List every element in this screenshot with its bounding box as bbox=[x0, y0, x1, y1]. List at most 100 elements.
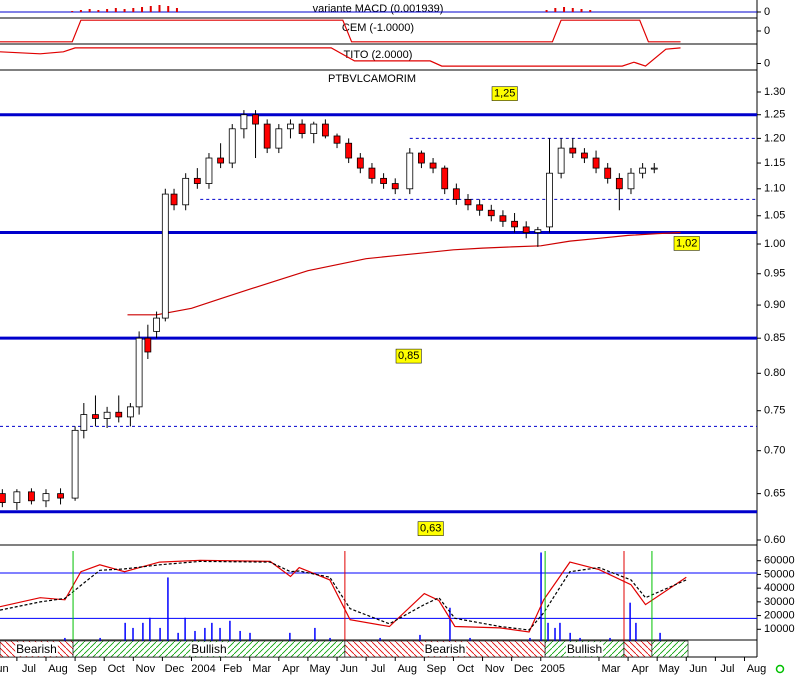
candle-body bbox=[71, 429, 79, 499]
candle-body bbox=[499, 215, 507, 222]
regime-label: Bullish bbox=[191, 642, 226, 656]
macd-bar bbox=[123, 9, 126, 12]
candle-body bbox=[252, 114, 259, 125]
candle-body bbox=[546, 172, 553, 228]
regime-label: Bullish bbox=[567, 642, 602, 656]
macd-bar bbox=[580, 9, 583, 12]
candle-body bbox=[103, 411, 111, 419]
candle-body bbox=[356, 157, 364, 169]
candle-body bbox=[368, 167, 376, 179]
macd-bar bbox=[175, 8, 178, 12]
candle-body bbox=[522, 226, 530, 233]
y-tick-label: 0 bbox=[764, 57, 770, 69]
candle-body bbox=[193, 177, 201, 184]
y-tick-label: 0.60 bbox=[764, 534, 785, 546]
macd-bar bbox=[97, 10, 100, 12]
y-tick-label: 1.05 bbox=[764, 210, 785, 222]
x-tick-label: Aug bbox=[48, 663, 68, 675]
panel-title: PTBVLCAMORIM bbox=[328, 73, 416, 85]
macd-bar bbox=[79, 10, 82, 12]
candle-body bbox=[135, 337, 143, 408]
x-tick-label: Mar bbox=[252, 663, 271, 675]
level-label-box bbox=[673, 236, 700, 251]
panel-title: TITO (2.0000) bbox=[344, 49, 413, 61]
candle-body bbox=[391, 183, 399, 190]
y-tick-label: 1.25 bbox=[764, 109, 785, 121]
y-tick-label: 0 bbox=[764, 6, 770, 18]
candle-body bbox=[92, 414, 99, 419]
regime-label-bg bbox=[15, 642, 58, 657]
candle-body bbox=[170, 193, 178, 206]
moving-average bbox=[127, 231, 681, 316]
candle-body bbox=[441, 167, 449, 190]
x-tick-label: Jul bbox=[720, 663, 734, 675]
macd-bar bbox=[589, 10, 592, 12]
y-tick-label: 50000 bbox=[764, 568, 795, 580]
candle-body bbox=[406, 152, 414, 190]
candle-body bbox=[452, 188, 460, 200]
x-tick-label: Sep bbox=[77, 663, 97, 675]
x-tick-label: Jul bbox=[371, 663, 385, 675]
x-tick-label: Apr bbox=[282, 663, 299, 675]
candle-body bbox=[581, 152, 588, 159]
y-tick-label: 1.10 bbox=[764, 183, 785, 195]
x-tick-label: Jul bbox=[22, 663, 36, 675]
panel-title: CEM (-1.0000) bbox=[342, 22, 414, 34]
candle-body bbox=[604, 167, 612, 179]
panel-title: variante MACD (0.001939) bbox=[313, 3, 444, 15]
y-tick-label: 0.90 bbox=[764, 299, 785, 311]
y-tick-label: 1.15 bbox=[764, 157, 785, 169]
y-tick-label: 10000 bbox=[764, 623, 795, 635]
candle-body bbox=[487, 209, 495, 217]
candle-body bbox=[13, 491, 21, 504]
x-tick-label: 2004 bbox=[191, 663, 215, 675]
candle-body bbox=[511, 220, 518, 228]
x-tick-label: Mar bbox=[601, 663, 620, 675]
level-label-box bbox=[395, 348, 422, 364]
x-tick-label: Jun bbox=[0, 663, 9, 675]
macd-bar bbox=[545, 10, 548, 12]
candle-body bbox=[228, 128, 236, 164]
candle-body bbox=[627, 172, 635, 190]
oscillator-line bbox=[0, 559, 687, 633]
regime-label: Bearish bbox=[16, 642, 57, 656]
macd-bar bbox=[132, 8, 135, 12]
level-label: 1,25 bbox=[494, 88, 515, 100]
candle-body bbox=[205, 157, 213, 184]
candle-body bbox=[287, 123, 294, 130]
candle-body bbox=[592, 157, 600, 169]
candle-body bbox=[80, 414, 88, 431]
level-label: 0,63 bbox=[420, 523, 441, 535]
y-tick-label: 1.30 bbox=[764, 86, 785, 98]
candle-body bbox=[534, 229, 542, 233]
candle-body bbox=[263, 123, 271, 149]
macd-bar bbox=[554, 8, 557, 12]
y-tick-label: 0.80 bbox=[764, 367, 785, 379]
level-label: 1,02 bbox=[676, 237, 697, 249]
x-tick-label: Dec bbox=[165, 663, 185, 675]
y-tick-label: 0.95 bbox=[764, 268, 785, 280]
macd-bar bbox=[106, 9, 109, 12]
x-tick-label: Aug bbox=[397, 663, 417, 675]
x-tick-label: Nov bbox=[136, 663, 156, 675]
indicator-line bbox=[0, 19, 681, 43]
candle-body bbox=[345, 142, 353, 159]
candle-body bbox=[557, 147, 565, 174]
x-tick-label: May bbox=[659, 663, 680, 675]
status-icon bbox=[775, 664, 785, 674]
candle-body bbox=[144, 337, 152, 353]
regime-band bbox=[623, 640, 653, 658]
x-tick-label: Oct bbox=[108, 663, 125, 675]
macd-bar bbox=[141, 7, 144, 12]
x-tick-label: Oct bbox=[457, 663, 474, 675]
x-tick-label: Sep bbox=[427, 663, 447, 675]
candle-body bbox=[275, 128, 283, 149]
candle-body bbox=[615, 177, 623, 190]
candle-body bbox=[126, 406, 134, 418]
y-tick-label: 0.85 bbox=[764, 332, 785, 344]
x-tick-label: May bbox=[310, 663, 331, 675]
indicator-line bbox=[0, 47, 681, 67]
y-tick-label: 60000 bbox=[764, 555, 795, 567]
candle-body bbox=[298, 123, 306, 134]
